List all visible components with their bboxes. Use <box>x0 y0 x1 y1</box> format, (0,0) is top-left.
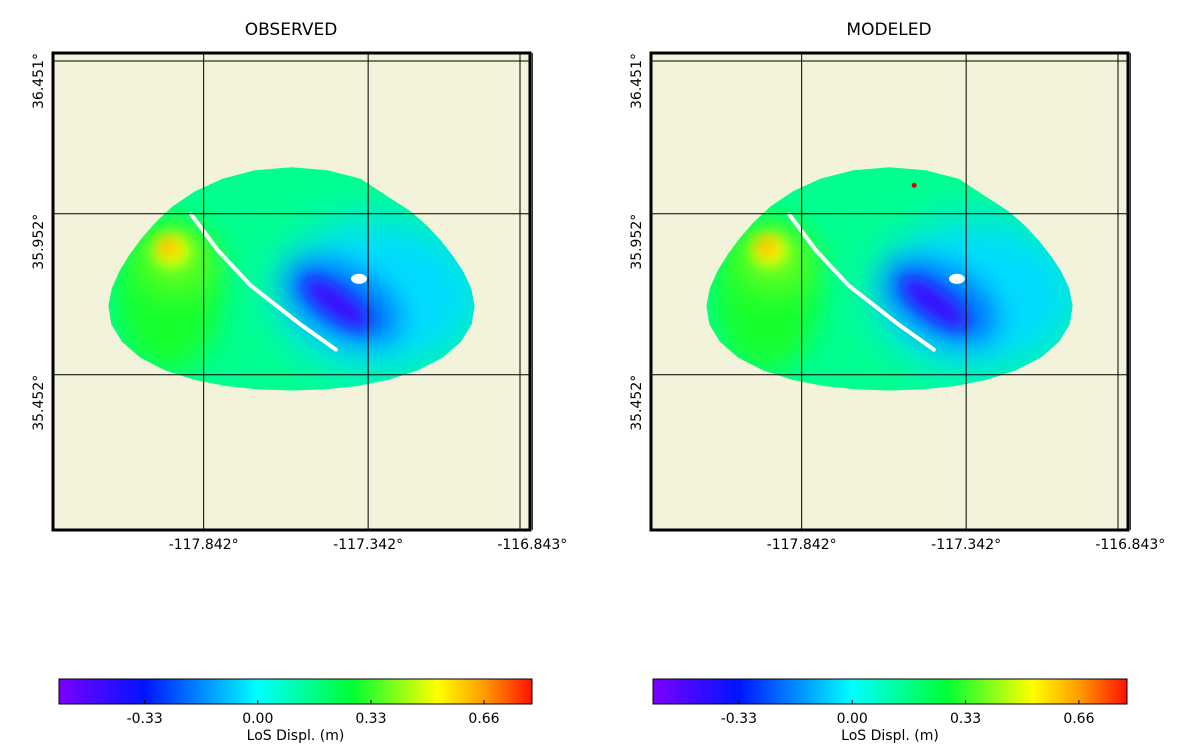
y-tick-label: 35.452° <box>31 375 47 431</box>
subsidence-core <box>303 277 370 330</box>
y-tick-labels: 36.451° 35.952° 35.452° <box>31 53 47 431</box>
y-tick-label: 35.952° <box>31 214 47 270</box>
x-tick-label: -117.842° <box>169 537 239 553</box>
colorbar-tick-label: 0.00 <box>242 711 273 727</box>
y-tick-label: 35.952° <box>629 214 645 270</box>
modeled-panel: MODELED -117.842° -117.342° -116.843° 36.4… <box>629 20 1165 744</box>
colorbar-tick-label: 0.00 <box>837 711 868 727</box>
subsidence-core <box>901 277 968 330</box>
map-frame <box>51 51 532 532</box>
uplift-core <box>757 238 776 255</box>
colorbar: -0.33 0.00 0.33 0.66 LoS Displ. (m) <box>652 678 1128 744</box>
colorbar-label: LoS Displ. (m) <box>841 728 939 744</box>
map-frame <box>649 51 1130 532</box>
colorbar-gradient <box>58 678 533 705</box>
y-tick-labels: 36.451° 35.952° 35.452° <box>629 53 645 431</box>
y-tick-label: 36.451° <box>629 53 645 109</box>
colorbar-label: LoS Displ. (m) <box>247 728 345 744</box>
x-tick-label: -116.843° <box>1095 537 1165 553</box>
uplift-core <box>159 238 178 255</box>
rupture-trace <box>189 212 338 352</box>
rupture-trace <box>787 212 936 352</box>
colorbar-tick-label: 0.33 <box>950 711 981 727</box>
x-tick-labels: -117.842° -117.342° -116.843° <box>767 537 1166 553</box>
x-tick-label: -117.842° <box>767 537 837 553</box>
observed-panel: OBSERVED -117.842° -117.342° -116.843° 36.… <box>31 20 567 744</box>
colorbar-tick-label: -0.33 <box>127 711 163 727</box>
colorbar: -0.33 0.00 0.33 0.66 LoS Displ. (m) <box>58 678 533 744</box>
colorbar-tick-label: 0.66 <box>468 711 499 727</box>
colorbar-tick-label: -0.33 <box>721 711 757 727</box>
colorbar-gradient <box>652 678 1128 705</box>
data-gap <box>948 273 965 284</box>
panel-title: MODELED <box>846 20 931 40</box>
point-marker <box>911 182 917 188</box>
displacement-field <box>706 167 1073 391</box>
data-gap <box>350 273 367 284</box>
colorbar-tick-label: 0.66 <box>1063 711 1094 727</box>
x-tick-label: -117.342° <box>333 537 403 553</box>
swath <box>706 167 1073 391</box>
x-tick-label: -117.342° <box>931 537 1001 553</box>
y-tick-label: 35.452° <box>629 375 645 431</box>
panel-title: OBSERVED <box>245 20 338 40</box>
x-tick-label: -116.843° <box>497 537 567 553</box>
colorbar-tick-label: 0.33 <box>355 711 386 727</box>
x-tick-labels: -117.842° -117.342° -116.843° <box>169 537 568 553</box>
y-tick-label: 36.451° <box>31 53 47 109</box>
